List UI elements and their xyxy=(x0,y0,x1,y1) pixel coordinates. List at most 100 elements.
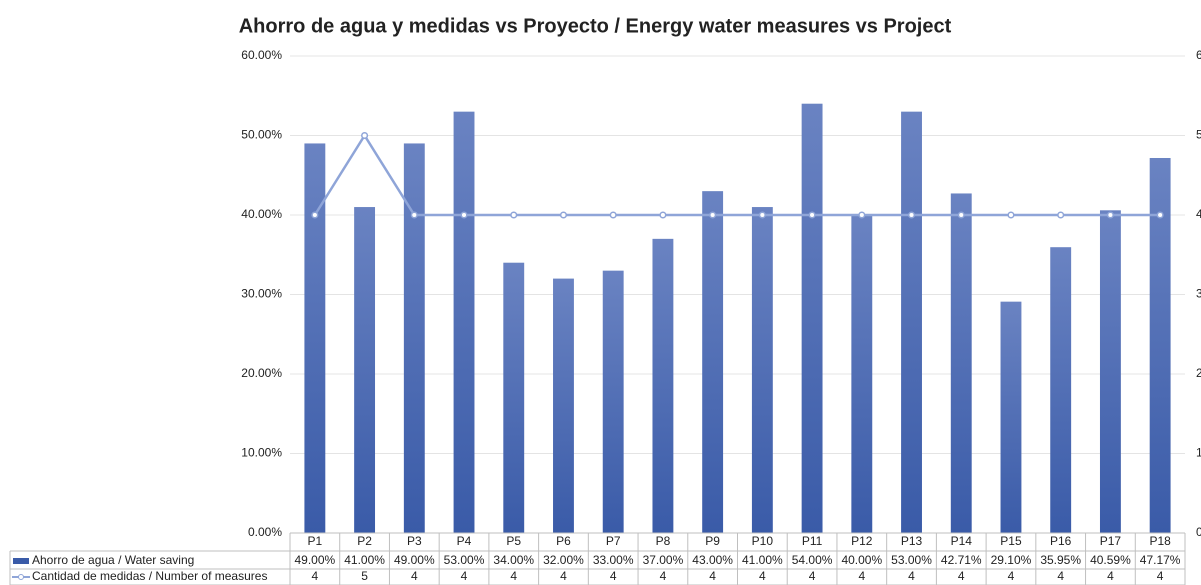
x-tick-label: P8 xyxy=(656,534,671,548)
line xyxy=(313,133,1161,217)
line-marker xyxy=(957,211,965,219)
bar xyxy=(1050,247,1072,533)
y-tick-label: 50.00% xyxy=(241,128,282,142)
table-value: 37.00% xyxy=(643,553,684,567)
x-tick-label: P6 xyxy=(556,534,571,548)
line-marker xyxy=(808,211,816,219)
x-tick-label: P10 xyxy=(752,534,774,548)
table-value: 49.00% xyxy=(394,553,435,567)
bar xyxy=(354,207,376,534)
line-marker xyxy=(410,211,418,219)
x-tick-label: P17 xyxy=(1100,534,1122,548)
table-value: 4 xyxy=(1107,569,1114,583)
table-value: 53.00% xyxy=(891,553,932,567)
x-tick-label: P7 xyxy=(606,534,621,548)
bar xyxy=(304,143,326,533)
bar xyxy=(1000,301,1022,533)
bar xyxy=(403,143,425,533)
y-tick-label: 10.00% xyxy=(241,446,282,460)
x-tick-label: P18 xyxy=(1149,534,1171,548)
y-tick-label: 30.00% xyxy=(241,287,282,301)
table-value: 40.00% xyxy=(841,553,882,567)
table-value: 4 xyxy=(312,569,319,583)
table-value: 4 xyxy=(709,569,716,583)
x-tick-label: P13 xyxy=(901,534,923,548)
table-value: 34.00% xyxy=(493,553,534,567)
table-value: 4 xyxy=(958,569,965,583)
line-marker xyxy=(858,211,866,219)
x-tick-label: P2 xyxy=(357,534,372,548)
table-value: 4 xyxy=(610,569,617,583)
line-marker xyxy=(1057,211,1065,219)
table-value: 32.00% xyxy=(543,553,584,567)
legend-label: Ahorro de agua / Water saving xyxy=(32,553,194,567)
table-value: 40.59% xyxy=(1090,553,1131,567)
x-tick-label: P4 xyxy=(457,534,472,548)
bar xyxy=(652,238,674,533)
bar xyxy=(801,103,823,533)
y-tick-label: 0.00% xyxy=(248,525,282,539)
x-tick-label: P1 xyxy=(308,534,323,548)
line-marker xyxy=(1007,211,1015,219)
y2-tick-label: 1 xyxy=(1196,446,1201,460)
line-marker xyxy=(659,211,667,219)
table-value: 4 xyxy=(809,569,816,583)
x-tick-label: P12 xyxy=(851,534,873,548)
table-value: 4 xyxy=(411,569,418,583)
line-marker xyxy=(510,211,518,219)
y2-tick-label: 3 xyxy=(1196,287,1201,301)
x-tick-label: P15 xyxy=(1000,534,1022,548)
y-tick-label: 60.00% xyxy=(241,48,282,62)
bar xyxy=(503,262,525,533)
table-value: 41.00% xyxy=(344,553,385,567)
chart-title: Ahorro de agua y medidas vs Proyecto / E… xyxy=(239,15,952,37)
table-value: 4 xyxy=(660,569,667,583)
legend-key xyxy=(13,558,29,564)
y2-tick-label: 2 xyxy=(1196,366,1201,380)
line-marker xyxy=(311,211,319,219)
y2-tick-label: 0 xyxy=(1196,525,1201,539)
legend-label: Cantidad de medidas / Number of measures xyxy=(32,569,267,583)
line-marker xyxy=(709,211,717,219)
table-value: 4 xyxy=(510,569,517,583)
table-value: 42.71% xyxy=(941,553,982,567)
legend-key xyxy=(18,574,24,580)
x-tick-label: P3 xyxy=(407,534,422,548)
bar xyxy=(602,270,624,533)
table-value: 41.00% xyxy=(742,553,783,567)
x-tick-label: P14 xyxy=(951,534,973,548)
line-marker xyxy=(758,211,766,219)
table-value: 47.17% xyxy=(1140,553,1181,567)
table-value: 54.00% xyxy=(792,553,833,567)
y2-tick-label: 6 xyxy=(1196,48,1201,62)
table-value: 43.00% xyxy=(692,553,733,567)
table-value: 33.00% xyxy=(593,553,634,567)
x-tick-label: P9 xyxy=(705,534,720,548)
table-value: 29.10% xyxy=(991,553,1032,567)
line-marker xyxy=(1156,211,1164,219)
table-value: 4 xyxy=(759,569,766,583)
line-marker xyxy=(609,211,617,219)
y-tick-label: 40.00% xyxy=(241,207,282,221)
bar xyxy=(702,191,724,533)
line-marker xyxy=(1106,211,1114,219)
y2-tick-label: 4 xyxy=(1196,207,1201,221)
bar xyxy=(1099,210,1121,533)
table-value: 4 xyxy=(908,569,915,583)
table-value: 4 xyxy=(1008,569,1015,583)
bar xyxy=(553,278,574,533)
table-value: 53.00% xyxy=(444,553,485,567)
table-value: 49.00% xyxy=(295,553,336,567)
line-marker xyxy=(559,211,568,219)
table-value: 4 xyxy=(1157,569,1164,583)
line-marker xyxy=(907,211,916,219)
table-value: 35.95% xyxy=(1040,553,1081,567)
table-value: 4 xyxy=(461,569,468,583)
bar xyxy=(751,207,773,534)
bar xyxy=(851,215,873,533)
x-tick-label: P11 xyxy=(802,534,823,548)
table-value: 4 xyxy=(560,569,567,583)
x-tick-label: P16 xyxy=(1050,534,1072,548)
bar xyxy=(1149,157,1171,533)
